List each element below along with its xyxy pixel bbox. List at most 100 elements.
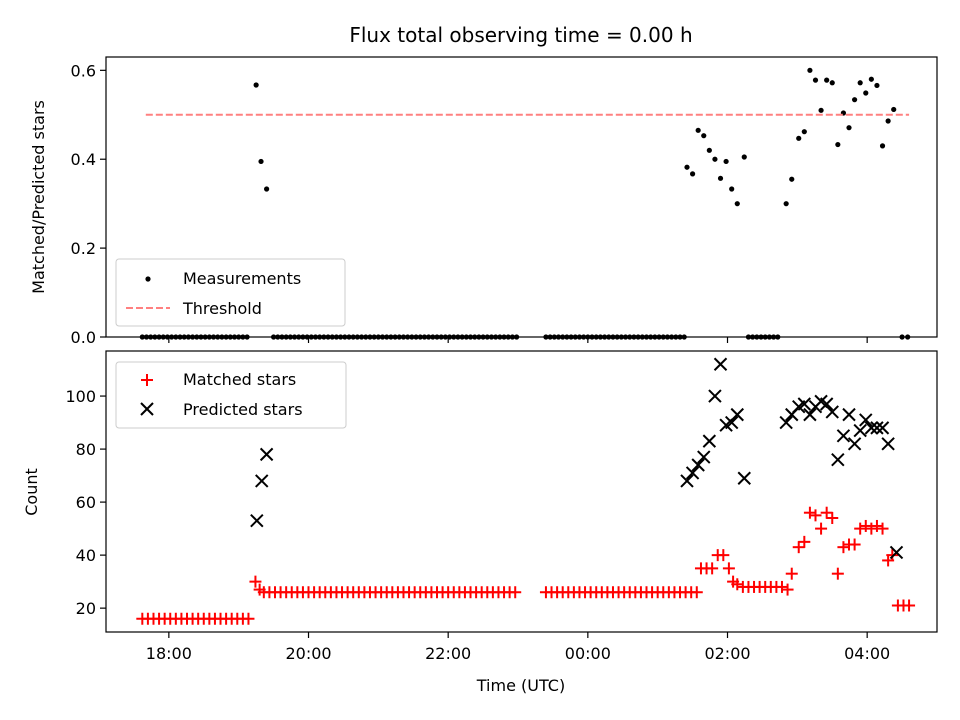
- matched-stars-point: [242, 612, 255, 625]
- counts-y-tick-label: 20: [76, 599, 96, 618]
- matched-stars-point: [865, 522, 878, 535]
- measurements-point: [729, 186, 735, 192]
- predicted-stars-point: [889, 545, 904, 560]
- matched-stars-point: [706, 562, 719, 575]
- measurements-point: [879, 143, 886, 149]
- measurements-point: [857, 80, 863, 86]
- matched-stars-point: [785, 567, 798, 580]
- matched-stars-point: [886, 549, 899, 562]
- matched-stars-point: [809, 509, 822, 522]
- measurements-point: [783, 201, 789, 207]
- measurements-point: [891, 106, 897, 113]
- measurements-point: [874, 82, 880, 89]
- ratio-y-tick-label: 0.6: [71, 61, 96, 80]
- legend-predicted-marker: [140, 402, 154, 416]
- matched-stars-point: [509, 586, 522, 599]
- counts-panel: 20 40 60 80 100 18:00 20:00 22:00 00:00 02:00 04:…: [22, 350, 938, 695]
- measurements-point: [851, 97, 858, 103]
- legend-matched-label: Matched stars: [183, 370, 296, 389]
- measurements-point: [796, 135, 802, 141]
- measurements-point: [807, 67, 813, 73]
- predicted-stars-point: [797, 397, 812, 411]
- counts-y-tick-label: 60: [76, 493, 96, 512]
- ratio-axes-frame: [105, 56, 938, 338]
- predicted-stars-point: [691, 458, 705, 472]
- counts-legend: Matched stars Predicted stars: [115, 361, 347, 429]
- matched-stars-point: [831, 567, 844, 580]
- matched-stars-point: [859, 519, 872, 532]
- predicted-stars-point: [870, 421, 884, 435]
- legend-measurements-marker: [145, 276, 151, 282]
- matched-stars-point: [717, 549, 730, 562]
- measurements-point: [264, 186, 270, 192]
- matched-stars-point: [820, 506, 833, 519]
- ratio-y-tick-label: 0.4: [71, 150, 96, 169]
- ratio-y-axis-label: Matched/Predicted stars: [29, 100, 48, 294]
- ratio-y-tick-label: 0.0: [71, 328, 96, 347]
- predicted-stars-point: [842, 407, 856, 422]
- measurements-point: [868, 76, 874, 82]
- counts-legend-box: [115, 361, 347, 429]
- counts-y-tick-label: 80: [76, 440, 96, 459]
- predicted-stars-point: [864, 421, 879, 435]
- ratio-legend-box: [115, 258, 346, 327]
- predicted-stars-point: [724, 415, 739, 430]
- measurements-point: [258, 158, 264, 165]
- measurements-point: [789, 176, 795, 182]
- matched-stars-point: [803, 506, 816, 519]
- predicted-stars-point: [713, 357, 728, 371]
- predicted-stars-point: [831, 452, 845, 467]
- counts-x-ticks: 18:00 20:00 22:00 00:00 02:00 04:00: [146, 632, 890, 663]
- matched-stars-point: [792, 541, 805, 554]
- matched-stars-point: [690, 586, 703, 599]
- predicted-stars-point: [825, 405, 839, 419]
- predicted-stars-point: [853, 423, 867, 438]
- predicted-stars-point: [250, 513, 264, 528]
- x-tick-label: 18:00: [146, 644, 192, 663]
- predicted-stars-point: [255, 474, 269, 488]
- counts-y-axis-label: Count: [22, 468, 41, 516]
- matched-stars-point: [826, 512, 839, 525]
- ratio-panel: 0.0 0.2 0.4 0.6 Matched/Predicted stars Mea…: [29, 56, 938, 347]
- measurements-point: [801, 129, 807, 135]
- ratio-y-ticks: 0.0 0.2 0.4 0.6: [71, 61, 106, 347]
- predicted-stars-point: [779, 415, 793, 430]
- legend-measurements-label: Measurements: [183, 269, 301, 288]
- measurements-point: [829, 80, 835, 86]
- counts-y-tick-label: 100: [65, 387, 96, 406]
- ratio-x-ticks: [168, 337, 868, 343]
- matched-stars-point: [731, 578, 744, 591]
- matched-stars-point: [249, 575, 262, 588]
- measurements-point: [818, 107, 824, 113]
- x-tick-label: 02:00: [704, 644, 750, 663]
- measurements-point: [835, 141, 841, 148]
- predicted-stars-point: [685, 466, 700, 480]
- measurements-point: [689, 171, 696, 177]
- ratio-legend: Measurements Threshold: [115, 258, 346, 327]
- predicted-stars-point: [881, 437, 895, 451]
- matched-stars-point: [781, 583, 794, 596]
- matched-stars-point: [876, 522, 889, 535]
- chart-title: Flux total observing time = 0.00 h: [349, 23, 692, 47]
- predicted-stars-point: [859, 413, 873, 427]
- measurements-point: [253, 82, 259, 88]
- predicted-stars-point: [702, 434, 717, 448]
- matched-stars-point: [848, 538, 861, 551]
- measurements-point: [734, 201, 740, 207]
- x-tick-label: 00:00: [565, 644, 611, 663]
- predicted-stars-point: [680, 474, 694, 488]
- measurements-point: [863, 90, 869, 96]
- legend-matched-marker: [141, 374, 153, 386]
- measurements-point: [717, 175, 724, 181]
- predicted-stars-point: [875, 421, 890, 435]
- legend-predicted-label: Predicted stars: [183, 400, 303, 419]
- predicted-stars-point: [259, 447, 274, 462]
- measurements-point: [824, 77, 830, 83]
- measurements-point: [695, 127, 701, 133]
- measurements-point: [701, 133, 707, 139]
- x-axis-label: Time (UTC): [476, 676, 565, 695]
- predicted-stars-point: [836, 429, 851, 443]
- matched-stars-point: [837, 541, 850, 554]
